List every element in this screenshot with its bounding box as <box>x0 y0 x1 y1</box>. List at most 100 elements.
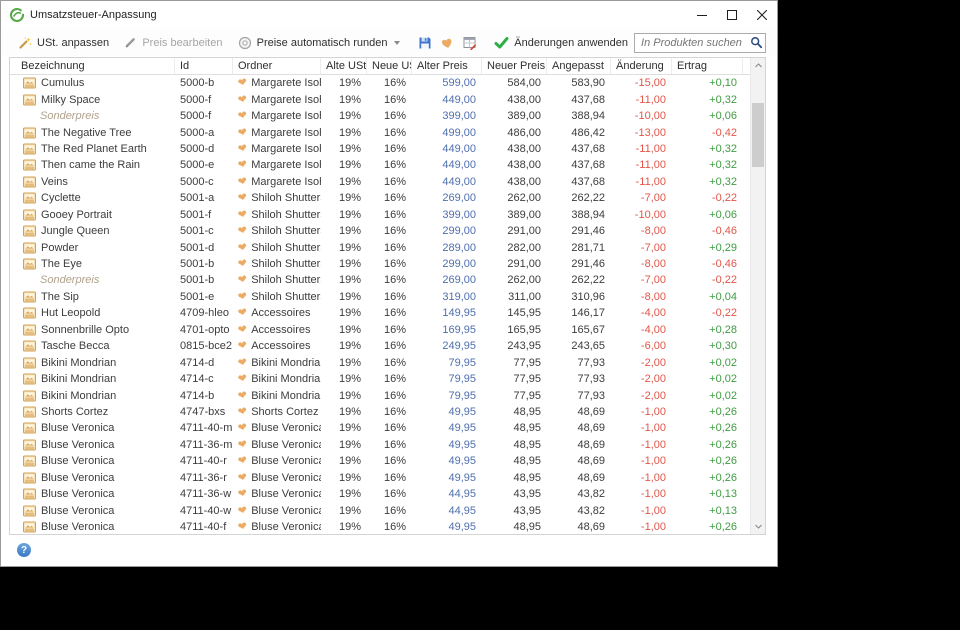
table-row[interactable]: Milky Space 5000-f ❤ Margarete Isoh 19% … <box>10 91 750 107</box>
adjust-vat-button[interactable]: USt. anpassen <box>12 32 115 54</box>
folder-heart-icon: ❤ <box>236 455 249 468</box>
table-row[interactable]: Then came the Rain 5000-e ❤ Margarete Is… <box>10 157 750 173</box>
folder-heart-icon: ❤ <box>236 175 249 188</box>
table-row[interactable]: The Eye 5001-b ❤ Shiloh Shutters 19% 16%… <box>10 256 750 272</box>
search-input[interactable] <box>635 36 748 49</box>
folder-name: Bikini Mondrian <box>251 389 321 402</box>
table-row[interactable]: Bluse Veronica 4711-40-f ❤ Bluse Veronic… <box>10 519 750 534</box>
old-vat: 19% <box>338 504 361 517</box>
vertical-scrollbar[interactable] <box>750 58 765 534</box>
product-id: 4711-40-w <box>180 504 232 517</box>
table-row[interactable]: Bikini Mondrian 4714-b ❤ Bikini Mondrian… <box>10 387 750 403</box>
table-row[interactable]: Shorts Cortez 4747-bxs ❤ Shorts Cortez 1… <box>10 404 750 420</box>
table-row[interactable]: The Sip 5001-e ❤ Shiloh Shutters 19% 16%… <box>10 289 750 305</box>
table-row[interactable]: Cyclette 5001-a ❤ Shiloh Shutters 19% 16… <box>10 190 750 206</box>
table-row[interactable]: Bluse Veronica 4711-36-r ❤ Bluse Veronic… <box>10 470 750 486</box>
titlebar[interactable]: Umsatzsteuer-Anpassung <box>1 1 777 29</box>
table-row[interactable]: Powder 5001-d ❤ Shiloh Shutters 19% 16% … <box>10 239 750 255</box>
edit-price-button[interactable]: Preis bearbeiten <box>118 32 228 53</box>
table-row[interactable]: Bluse Veronica 4711-36-m ❤ Bluse Veronic… <box>10 437 750 453</box>
table-row[interactable]: Gooey Portrait 5001-f ❤ Shiloh Shutters … <box>10 207 750 223</box>
price-table-button[interactable] <box>458 32 481 54</box>
folder-cell: ❤ Shiloh Shutters <box>233 192 321 204</box>
folder-cell: ❤ Margarete Isoh <box>233 159 321 171</box>
product-name-cell: Bikini Mondrian <box>10 373 175 385</box>
table-row[interactable]: Bluse Veronica 4711-40-w ❤ Bluse Veronic… <box>10 502 750 518</box>
table-row[interactable]: Bluse Veronica 4711-40-m ❤ Bluse Veronic… <box>10 420 750 436</box>
table-row[interactable]: The Red Planet Earth 5000-d ❤ Margarete … <box>10 141 750 157</box>
auto-round-button[interactable]: Preise automatisch runden <box>232 32 407 54</box>
column-header-angepasst[interactable]: Angepasst <box>547 58 611 74</box>
product-name: The Negative Tree <box>41 126 132 139</box>
adjust-vat-label: USt. anpassen <box>37 36 110 49</box>
table-row[interactable]: Jungle Queen 5001-c ❤ Shiloh Shutters 19… <box>10 223 750 239</box>
folder-cell: ❤ Margarete Isoh <box>233 127 321 139</box>
profit-amount: +0,04 <box>709 290 737 303</box>
table-row[interactable]: Tasche Becca 0815-bce2 ❤ Accessoires 19%… <box>10 338 750 354</box>
table-row[interactable]: Bluse Veronica 4711-40-r ❤ Bluse Veronic… <box>10 453 750 469</box>
old-price: 49,95 <box>448 455 476 468</box>
folder-name: Shiloh Shutters <box>251 208 321 221</box>
save-button[interactable] <box>414 32 436 54</box>
column-header-alter-preis[interactable]: Alter Preis <box>412 58 482 74</box>
column-header-bezeichnung[interactable]: Bezeichnung <box>10 58 175 74</box>
close-button[interactable] <box>747 1 777 29</box>
table-row[interactable]: Cumulus 5000-b ❤ Margarete Isoh 19% 16% … <box>10 75 750 91</box>
table-row[interactable]: Hut Leopold 4709-hleo ❤ Accessoires 19% … <box>10 305 750 321</box>
table-row[interactable]: The Negative Tree 5000-a ❤ Margarete Iso… <box>10 124 750 140</box>
new-price: 438,00 <box>507 142 541 155</box>
table-edit-icon <box>463 36 477 50</box>
product-name: Sonderpreis <box>40 274 100 287</box>
column-header-aenderung[interactable]: Änderung <box>611 58 672 74</box>
adjusted-price: 437,68 <box>571 142 605 155</box>
product-id: 0815-bce2 <box>180 340 232 353</box>
help-glyph: ? <box>20 544 28 556</box>
scroll-up-button[interactable] <box>751 58 765 73</box>
column-header-ordner[interactable]: Ordner <box>233 58 321 74</box>
scroll-down-button[interactable] <box>751 519 765 534</box>
favorite-filter-button[interactable] <box>436 32 458 54</box>
product-name: Veins <box>41 175 68 188</box>
table-row[interactable]: Sonderpreis 5001-b ❤ Shiloh Shutters 19%… <box>10 272 750 288</box>
change-amount: -11,00 <box>635 142 666 155</box>
table-row[interactable]: Bluse Veronica 4711-36-w ❤ Bluse Veronic… <box>10 486 750 502</box>
auto-round-label: Preise automatisch runden <box>256 36 388 49</box>
table-row[interactable]: Sonderpreis 5000-f ❤ Margarete Isoh 19% … <box>10 108 750 124</box>
product-id: 5001-a <box>180 192 215 205</box>
maximize-button[interactable] <box>717 1 747 29</box>
profit-amount: +0,13 <box>709 488 737 501</box>
column-header-id[interactable]: Id <box>175 58 233 74</box>
help-button[interactable]: ? <box>17 543 31 557</box>
column-header-neue-ust[interactable]: Neue USt. <box>367 58 412 74</box>
product-image-icon <box>23 390 36 402</box>
new-vat: 16% <box>383 175 406 188</box>
product-id: 4747-bxs <box>180 405 226 418</box>
search-button[interactable] <box>747 34 765 52</box>
scrollbar-thumb[interactable] <box>752 103 764 167</box>
folder-name: Margarete Isoh <box>251 126 321 139</box>
old-price: 149,95 <box>442 307 476 320</box>
profit-amount: +0,29 <box>709 241 737 254</box>
column-header-alte-ust[interactable]: Alte USt. <box>321 58 367 74</box>
apply-changes-button[interactable]: Änderungen anwenden <box>488 32 634 53</box>
new-vat: 16% <box>383 521 406 534</box>
folder-heart-icon: ❤ <box>236 258 249 271</box>
folder-heart-icon: ❤ <box>236 471 249 484</box>
table-row[interactable]: Bikini Mondrian 4714-c ❤ Bikini Mondrian… <box>10 371 750 387</box>
folder-name: Margarete Isoh <box>251 175 321 188</box>
new-price: 48,95 <box>513 521 541 534</box>
table-row[interactable]: Bikini Mondrian 4714-d ❤ Bikini Mondrian… <box>10 354 750 370</box>
table-row[interactable]: Sonnenbrille Opto 4701-opto ❤ Accessoire… <box>10 322 750 338</box>
folder-cell: ❤ Margarete Isoh <box>233 176 321 188</box>
adjusted-price: 146,17 <box>571 307 605 320</box>
column-header-neuer-preis[interactable]: Neuer Preis <box>482 58 547 74</box>
folder-cell: ❤ Shiloh Shutters <box>233 242 321 254</box>
old-price: 249,95 <box>442 340 476 353</box>
old-vat: 19% <box>338 373 361 386</box>
minimize-button[interactable] <box>687 1 717 29</box>
auto-round-dropdown-arrow[interactable] <box>394 40 401 45</box>
folder-heart-icon: ❤ <box>236 373 249 386</box>
folder-cell: ❤ Bluse Veronica <box>233 521 321 533</box>
table-row[interactable]: Veins 5000-c ❤ Margarete Isoh 19% 16% 44… <box>10 174 750 190</box>
column-header-ertrag[interactable]: Ertrag <box>672 58 743 74</box>
